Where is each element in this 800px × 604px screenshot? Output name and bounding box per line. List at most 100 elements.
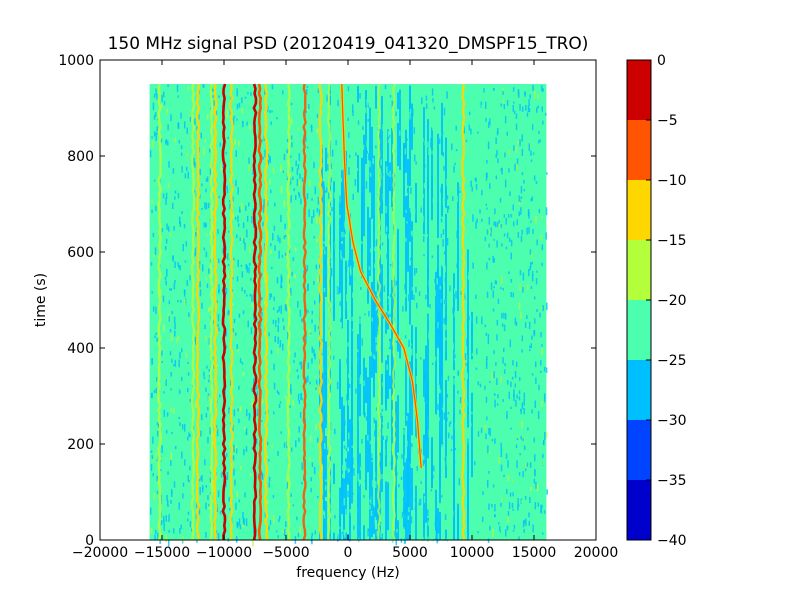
noise-speckle bbox=[382, 193, 385, 200]
noise-speckle bbox=[530, 343, 533, 349]
noise-speckle bbox=[296, 369, 299, 373]
noise-speckle bbox=[209, 168, 212, 175]
noise-speckle bbox=[160, 513, 163, 518]
noise-speckle bbox=[501, 312, 503, 319]
noise-speckle bbox=[296, 178, 299, 187]
noise-speckle bbox=[345, 508, 347, 516]
noise-speckle bbox=[200, 414, 203, 421]
noise-speckle bbox=[415, 376, 418, 385]
noise-speckle bbox=[494, 504, 496, 512]
noise-speckle bbox=[448, 102, 451, 106]
noise-speckle bbox=[268, 332, 270, 337]
noise-speckle bbox=[173, 226, 175, 231]
noise-speckle bbox=[470, 422, 472, 427]
noise-speckle bbox=[531, 124, 534, 131]
noise-speckle bbox=[205, 387, 207, 392]
noise-speckle bbox=[422, 236, 425, 243]
noise-speckle bbox=[249, 124, 251, 130]
noise-speckle bbox=[284, 235, 287, 238]
noise-speckle bbox=[450, 349, 453, 356]
noise-speckle bbox=[432, 318, 434, 323]
noise-speckle bbox=[422, 225, 425, 229]
noise-speckle bbox=[492, 290, 495, 298]
noise-speckle bbox=[451, 234, 453, 238]
noise-speckle bbox=[341, 231, 343, 238]
noise-speckle bbox=[389, 263, 392, 267]
noise-speckle bbox=[388, 341, 391, 348]
noise-speckle bbox=[541, 244, 544, 251]
noise-speckle bbox=[316, 207, 319, 213]
noise-speckle bbox=[410, 343, 412, 346]
noise-speckle bbox=[538, 130, 540, 134]
noise-speckle bbox=[406, 87, 409, 90]
noise-speckle bbox=[492, 308, 495, 312]
noise-speckle bbox=[167, 183, 170, 188]
noise-speckle bbox=[360, 119, 362, 125]
noise-speckle bbox=[274, 202, 276, 207]
noise-streak bbox=[385, 481, 387, 540]
noise-speckle bbox=[422, 258, 424, 264]
noise-speckle bbox=[465, 362, 467, 366]
noise-speckle bbox=[545, 207, 548, 216]
noise-speckle bbox=[482, 111, 484, 117]
noise-speckle bbox=[317, 196, 320, 205]
noise-speckle bbox=[352, 110, 354, 117]
noise-speckle bbox=[492, 528, 494, 537]
noise-speckle bbox=[286, 139, 289, 143]
noise-speckle bbox=[232, 213, 234, 219]
noise-speckle bbox=[434, 246, 437, 253]
noise-speckle bbox=[347, 399, 350, 406]
noise-streak bbox=[357, 334, 359, 464]
noise-speckle bbox=[390, 221, 392, 228]
noise-speckle bbox=[343, 85, 346, 94]
noise-speckle bbox=[475, 299, 478, 303]
noise-speckle bbox=[500, 442, 502, 451]
noise-speckle bbox=[420, 204, 422, 213]
noise-streak bbox=[437, 133, 439, 224]
noise-speckle bbox=[450, 221, 452, 228]
noise-speckle bbox=[355, 506, 358, 514]
noise-speckle bbox=[540, 509, 543, 514]
noise-speckle bbox=[459, 187, 461, 191]
noise-speckle bbox=[526, 112, 529, 117]
noise-speckle bbox=[533, 437, 536, 443]
noise-speckle bbox=[151, 392, 153, 398]
noise-speckle bbox=[318, 231, 320, 237]
noise-speckle bbox=[521, 229, 523, 235]
noise-speckle bbox=[395, 206, 398, 214]
noise-speckle bbox=[261, 473, 263, 479]
noise-speckle bbox=[388, 186, 391, 191]
noise-speckle bbox=[435, 139, 437, 145]
noise-speckle bbox=[487, 334, 490, 338]
noise-speckle bbox=[289, 173, 291, 177]
noise-speckle bbox=[409, 448, 412, 453]
noise-speckle bbox=[485, 173, 488, 181]
x-tick-label: 15000 bbox=[512, 545, 557, 561]
noise-speckle bbox=[475, 360, 477, 367]
noise-speckle bbox=[486, 207, 488, 210]
noise-speckle bbox=[534, 501, 537, 510]
noise-speckle bbox=[297, 163, 300, 170]
noise-speckle bbox=[401, 454, 403, 459]
noise-speckle bbox=[450, 448, 453, 452]
noise-speckle bbox=[170, 388, 172, 391]
noise-speckle bbox=[517, 88, 520, 93]
noise-speckle bbox=[198, 114, 200, 120]
noise-speckle bbox=[385, 123, 388, 131]
noise-streak bbox=[359, 316, 361, 417]
noise-speckle bbox=[152, 232, 155, 237]
noise-speckle bbox=[368, 310, 370, 317]
noise-speckle bbox=[391, 409, 394, 417]
noise-speckle bbox=[382, 428, 384, 436]
noise-speckle bbox=[199, 281, 201, 288]
noise-speckle bbox=[510, 252, 512, 260]
x-tick-label: −15000 bbox=[134, 545, 190, 561]
noise-speckle bbox=[425, 393, 427, 400]
noise-speckle bbox=[171, 310, 173, 315]
noise-speckle bbox=[512, 87, 515, 92]
noise-speckle bbox=[238, 499, 241, 503]
noise-speckle bbox=[410, 257, 412, 261]
noise-speckle bbox=[355, 235, 358, 243]
noise-speckle bbox=[168, 514, 170, 522]
noise-speckle bbox=[487, 141, 490, 147]
